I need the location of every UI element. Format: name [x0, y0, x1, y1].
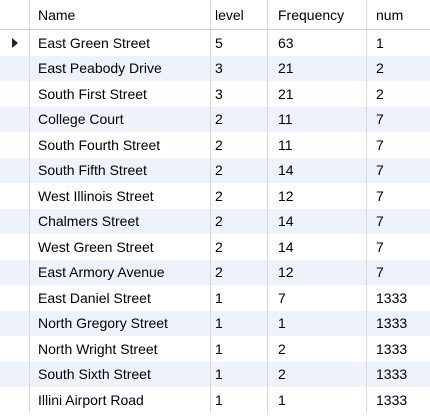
- cell-frequency[interactable]: 14: [268, 208, 367, 234]
- cell-num[interactable]: 7: [376, 213, 384, 230]
- current-row-arrow-icon: [11, 37, 18, 48]
- row-indicator: [0, 106, 30, 132]
- table-row[interactable]: South Sixth Street 1 2 1333: [0, 361, 430, 387]
- row-indicator: [0, 361, 30, 387]
- row-indicator: [0, 285, 30, 311]
- cell-level[interactable]: 2: [211, 106, 268, 132]
- cell-level[interactable]: 2: [211, 183, 268, 209]
- cell-name[interactable]: South Fourth Street: [30, 132, 211, 158]
- cell-name[interactable]: South Fifth Street: [30, 157, 211, 183]
- cell-level[interactable]: 2: [211, 259, 268, 285]
- cell-level[interactable]: 1: [211, 336, 268, 362]
- cell-name[interactable]: North Wright Street: [30, 336, 211, 362]
- table-row[interactable]: North Wright Street 1 2 1333: [0, 336, 430, 362]
- table-row[interactable]: East Peabody Drive 3 21 2: [0, 55, 430, 81]
- cell-num[interactable]: 7: [376, 187, 384, 204]
- row-indicator: [0, 157, 30, 183]
- cell-num[interactable]: 1333: [376, 289, 408, 306]
- cell-num[interactable]: 7: [376, 136, 384, 153]
- grid-header: Name level Frequency num: [0, 0, 430, 30]
- column-header-frequency[interactable]: Frequency: [268, 0, 367, 30]
- cell-name[interactable]: East Daniel Street: [30, 285, 211, 311]
- cell-name[interactable]: College Court: [30, 106, 211, 132]
- row-indicator: [0, 259, 30, 285]
- table-row[interactable]: East Armory Avenue 2 12 7: [0, 259, 430, 285]
- table-row[interactable]: College Court 2 11 7: [0, 106, 430, 132]
- cell-level[interactable]: 2: [211, 208, 268, 234]
- cell-num[interactable]: 7: [376, 162, 384, 179]
- table-row[interactable]: East Green Street 5 63 1: [0, 30, 430, 56]
- cell-num[interactable]: 7: [376, 264, 384, 281]
- column-header-num[interactable]: num: [367, 0, 430, 30]
- cell-name[interactable]: South Sixth Street: [30, 361, 211, 387]
- row-indicator: [0, 81, 30, 107]
- cell-frequency[interactable]: 14: [268, 234, 367, 260]
- cell-frequency[interactable]: 11: [268, 132, 367, 158]
- cell-level[interactable]: 2: [211, 132, 268, 158]
- cell-level[interactable]: 1: [211, 361, 268, 387]
- row-indicator: [0, 132, 30, 158]
- cell-name[interactable]: East Green Street: [30, 30, 211, 56]
- row-indicator: [0, 208, 30, 234]
- cell-name[interactable]: Illini Airport Road: [30, 387, 211, 413]
- cell-frequency[interactable]: 2: [268, 361, 367, 387]
- table-row[interactable]: North Gregory Street 1 1 1333: [0, 310, 430, 336]
- cell-level[interactable]: 1: [211, 387, 268, 413]
- cell-frequency[interactable]: 2: [268, 336, 367, 362]
- row-indicator: [0, 387, 30, 413]
- row-indicator: [0, 30, 30, 56]
- row-indicator: [0, 55, 30, 81]
- cell-name[interactable]: East Peabody Drive: [30, 55, 211, 81]
- cell-level[interactable]: 1: [211, 310, 268, 336]
- cell-level[interactable]: 2: [211, 234, 268, 260]
- cell-name[interactable]: South First Street: [30, 81, 211, 107]
- cell-level[interactable]: 5: [211, 30, 268, 56]
- row-indicator: [0, 336, 30, 362]
- row-indicator-header: [0, 0, 30, 30]
- cell-frequency[interactable]: 1: [268, 310, 367, 336]
- cell-name[interactable]: Chalmers Street: [30, 208, 211, 234]
- cell-frequency[interactable]: 11: [268, 106, 367, 132]
- cell-num[interactable]: 1333: [376, 366, 408, 383]
- column-header-level[interactable]: level: [211, 0, 268, 30]
- cell-frequency[interactable]: 1: [268, 387, 367, 413]
- cell-frequency[interactable]: 7: [268, 285, 367, 311]
- cell-num[interactable]: 7: [376, 111, 384, 128]
- cell-level[interactable]: 3: [211, 81, 268, 107]
- cell-num[interactable]: 7: [376, 238, 384, 255]
- table-row[interactable]: South Fourth Street 2 11 7: [0, 132, 430, 158]
- cell-frequency[interactable]: 14: [268, 157, 367, 183]
- table-row[interactable]: South First Street 3 21 2: [0, 81, 430, 107]
- cell-num[interactable]: 2: [376, 85, 384, 102]
- table-row[interactable]: Illini Airport Road 1 1 1333: [0, 387, 430, 413]
- table-row[interactable]: West Green Street 2 14 7: [0, 234, 430, 260]
- cell-level[interactable]: 1: [211, 285, 268, 311]
- cell-frequency[interactable]: 12: [268, 259, 367, 285]
- row-indicator: [0, 310, 30, 336]
- cell-frequency[interactable]: 12: [268, 183, 367, 209]
- cell-num[interactable]: 1333: [376, 391, 408, 408]
- cell-level[interactable]: 2: [211, 157, 268, 183]
- table-row[interactable]: South Fifth Street 2 14 7: [0, 157, 430, 183]
- cell-name[interactable]: East Armory Avenue: [30, 259, 211, 285]
- cell-num[interactable]: 1: [376, 34, 384, 51]
- cell-frequency[interactable]: 21: [268, 81, 367, 107]
- cell-frequency[interactable]: 63: [268, 30, 367, 56]
- cell-name[interactable]: West Illinois Street: [30, 183, 211, 209]
- row-indicator: [0, 234, 30, 260]
- table-row[interactable]: West Illinois Street 2 12 7: [0, 183, 430, 209]
- cell-num[interactable]: 1333: [376, 315, 408, 332]
- cell-name[interactable]: West Green Street: [30, 234, 211, 260]
- table-row[interactable]: Chalmers Street 2 14 7: [0, 208, 430, 234]
- cell-frequency[interactable]: 21: [268, 55, 367, 81]
- column-header-name[interactable]: Name: [30, 0, 211, 30]
- cell-num[interactable]: 1333: [376, 340, 408, 357]
- cell-num[interactable]: 2: [376, 60, 384, 77]
- cell-level[interactable]: 3: [211, 55, 268, 81]
- table-row[interactable]: East Daniel Street 1 7 1333: [0, 285, 430, 311]
- cell-name[interactable]: North Gregory Street: [30, 310, 211, 336]
- row-indicator: [0, 183, 30, 209]
